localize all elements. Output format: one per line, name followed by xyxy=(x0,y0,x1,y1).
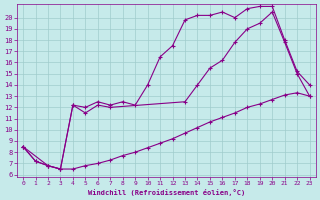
X-axis label: Windchill (Refroidissement éolien,°C): Windchill (Refroidissement éolien,°C) xyxy=(88,189,245,196)
